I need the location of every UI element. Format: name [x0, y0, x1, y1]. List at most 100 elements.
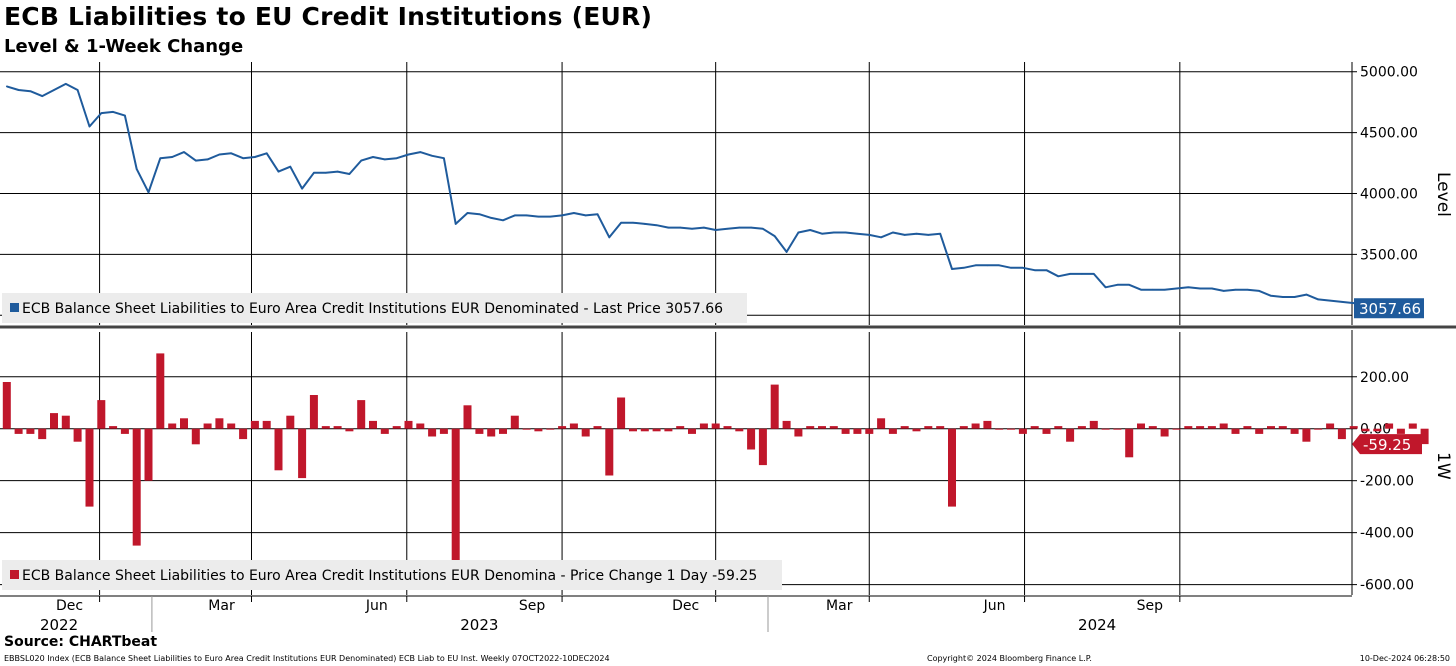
change-bar — [948, 428, 956, 507]
change-bar — [652, 428, 661, 432]
level-point — [726, 228, 729, 230]
change-bar — [924, 426, 933, 429]
change-bar — [1172, 428, 1181, 430]
change-bar — [250, 420, 259, 429]
change-bar — [971, 423, 980, 429]
level-point — [773, 235, 776, 237]
x-month-label: Mar — [826, 598, 853, 614]
change-bar — [1420, 428, 1429, 445]
level-point — [833, 231, 835, 234]
level-point — [289, 165, 292, 168]
change-bar — [392, 426, 401, 429]
change-bar — [26, 428, 35, 434]
change-bar — [120, 428, 129, 434]
level-point — [986, 264, 989, 267]
legend-box — [2, 560, 782, 590]
level-point — [171, 156, 173, 158]
level-point — [360, 159, 363, 162]
level-point — [537, 215, 540, 218]
change-bar — [865, 428, 874, 434]
y-tick-label: -600.00 — [1360, 578, 1414, 594]
last-change-tag — [1352, 434, 1422, 455]
y-axis-label: Level — [1433, 172, 1453, 217]
level-point — [65, 83, 67, 85]
level-point — [525, 214, 528, 217]
level-point — [856, 232, 859, 235]
level-point — [431, 154, 433, 157]
change-bar — [428, 428, 437, 437]
change-bar — [888, 428, 897, 434]
level-point — [478, 213, 481, 215]
level-point — [395, 157, 398, 159]
change-bar — [1385, 423, 1394, 429]
level-point — [230, 152, 233, 155]
change-bar — [1160, 428, 1169, 437]
level-point — [76, 89, 79, 91]
level-point — [1116, 284, 1119, 286]
level-point — [254, 156, 256, 158]
level-point — [1270, 294, 1272, 297]
legend-swatch — [10, 570, 19, 579]
change-bar — [640, 428, 649, 432]
last-value-label: 3057.66 — [1359, 300, 1421, 318]
y-tick-label: 3500.00 — [1360, 247, 1418, 263]
change-bar — [735, 428, 744, 432]
level-point — [1199, 287, 1201, 290]
level-point — [797, 231, 800, 234]
x-month-label: Sep — [1137, 598, 1164, 614]
level-point — [821, 232, 823, 235]
change-bar — [1361, 428, 1370, 432]
y-tick-label: -400.00 — [1360, 526, 1414, 542]
level-point — [1010, 266, 1012, 269]
level-point — [632, 221, 634, 224]
change-bar — [1231, 428, 1240, 434]
level-point — [1033, 269, 1036, 272]
level-point — [135, 168, 138, 170]
level-point — [892, 231, 894, 234]
y-tick-label: 5000.00 — [1360, 65, 1418, 81]
change-bar — [1018, 428, 1027, 434]
x-month-label: Dec — [672, 598, 699, 614]
level-point — [703, 226, 705, 229]
level-point — [880, 236, 882, 239]
level-point — [454, 223, 457, 225]
level-point — [218, 153, 221, 156]
change-bar — [404, 420, 413, 429]
level-point — [206, 158, 209, 161]
level-point — [490, 217, 492, 219]
level-point — [1258, 290, 1260, 292]
level-point — [265, 152, 268, 155]
change-bar — [1337, 428, 1346, 440]
level-point — [1246, 288, 1249, 291]
footer-timestamp: 10-Dec-2024 06:28:50 — [1359, 654, 1450, 663]
level-point — [348, 173, 351, 175]
change-bar — [995, 428, 1004, 430]
change-bar — [416, 423, 425, 429]
level-point — [1057, 275, 1060, 278]
level-point — [277, 170, 280, 173]
y-tick-label: -200.00 — [1360, 474, 1414, 490]
change-bar — [321, 426, 330, 429]
footer-description: EBBSL020 Index (ECB Balance Sheet Liabil… — [4, 654, 610, 663]
change-bar — [262, 420, 271, 429]
level-point — [998, 264, 1001, 267]
level-point — [809, 229, 811, 231]
level-point — [1140, 288, 1142, 291]
level-point — [100, 112, 103, 114]
level-point — [951, 268, 953, 270]
level-point — [679, 226, 682, 229]
change-bar — [1066, 428, 1075, 442]
level-point — [962, 266, 965, 269]
level-point — [53, 89, 55, 91]
change-bar — [487, 428, 496, 437]
change-bar — [50, 413, 58, 429]
footer-copyright: Copyright© 2024 Bloomberg Finance L.P. — [927, 654, 1092, 663]
change-bar — [558, 426, 567, 429]
level-point — [1152, 288, 1154, 291]
level-panel: 5000.00 4500.00 4000.00 3500.00 Level 3057.66… — [0, 62, 1456, 329]
level-point — [620, 221, 622, 224]
change-bar — [510, 415, 519, 429]
level-point — [915, 232, 918, 235]
level-point — [785, 251, 788, 253]
